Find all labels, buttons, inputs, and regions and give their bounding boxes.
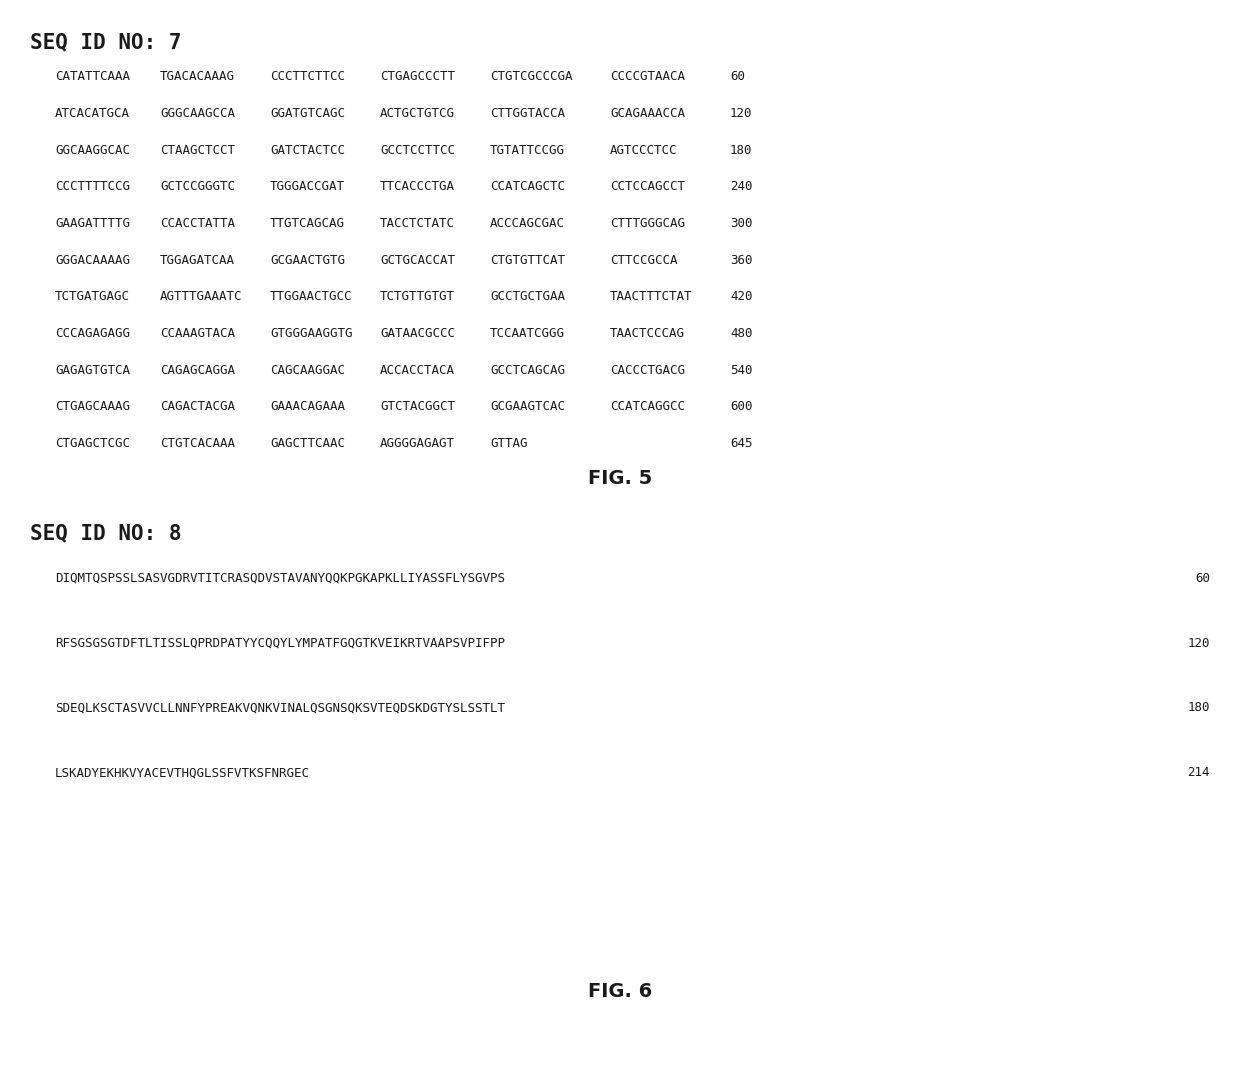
Text: CTGAGCCCTT: CTGAGCCCTT bbox=[379, 70, 455, 83]
Text: CATATTCAAA: CATATTCAAA bbox=[55, 70, 130, 83]
Text: TCTGTTGTGT: TCTGTTGTGT bbox=[379, 290, 455, 303]
Text: TAACTCCCAG: TAACTCCCAG bbox=[610, 327, 684, 340]
Text: GCGAACTGTG: GCGAACTGTG bbox=[270, 254, 345, 267]
Text: GATCTACTCC: GATCTACTCC bbox=[270, 144, 345, 156]
Text: 645: 645 bbox=[730, 437, 753, 450]
Text: TGTATTCCGG: TGTATTCCGG bbox=[490, 144, 565, 156]
Text: GAAACAGAAA: GAAACAGAAA bbox=[270, 400, 345, 413]
Text: FIG. 6: FIG. 6 bbox=[588, 982, 652, 1001]
Text: GTTAG: GTTAG bbox=[490, 437, 527, 450]
Text: ACTGCTGTCG: ACTGCTGTCG bbox=[379, 107, 455, 120]
Text: CTTGGTACCA: CTTGGTACCA bbox=[490, 107, 565, 120]
Text: TGGGACCGAT: TGGGACCGAT bbox=[270, 180, 345, 193]
Text: 240: 240 bbox=[730, 180, 753, 193]
Text: 180: 180 bbox=[730, 144, 753, 156]
Text: TTGTCAGCAG: TTGTCAGCAG bbox=[270, 217, 345, 230]
Text: GGATGTCAGC: GGATGTCAGC bbox=[270, 107, 345, 120]
Text: CACCCTGACG: CACCCTGACG bbox=[610, 364, 684, 377]
Text: 60: 60 bbox=[1195, 572, 1210, 585]
Text: SEQ ID NO: 8: SEQ ID NO: 8 bbox=[30, 523, 181, 544]
Text: ACCCAGCGAC: ACCCAGCGAC bbox=[490, 217, 565, 230]
Text: GCAGAAACCA: GCAGAAACCA bbox=[610, 107, 684, 120]
Text: CCCAGAGAGG: CCCAGAGAGG bbox=[55, 327, 130, 340]
Text: AGTCCCTCC: AGTCCCTCC bbox=[610, 144, 677, 156]
Text: CCATCAGGCC: CCATCAGGCC bbox=[610, 400, 684, 413]
Text: GCGAAGTCAC: GCGAAGTCAC bbox=[490, 400, 565, 413]
Text: GCTCCGGGTC: GCTCCGGGTC bbox=[160, 180, 236, 193]
Text: TGGAGATCAA: TGGAGATCAA bbox=[160, 254, 236, 267]
Text: GAAGATTTTG: GAAGATTTTG bbox=[55, 217, 130, 230]
Text: TCTGATGAGC: TCTGATGAGC bbox=[55, 290, 130, 303]
Text: TGACACAAAG: TGACACAAAG bbox=[160, 70, 236, 83]
Text: LSKADYEKHKVYACEVTHQGLSSFVTKSFNRGEC: LSKADYEKHKVYACEVTHQGLSSFVTKSFNRGEC bbox=[55, 766, 310, 779]
Text: CAGACTACGA: CAGACTACGA bbox=[160, 400, 236, 413]
Text: CCAAAGTACA: CCAAAGTACA bbox=[160, 327, 236, 340]
Text: CAGCAAGGAC: CAGCAAGGAC bbox=[270, 364, 345, 377]
Text: SDEQLKSCTASVVCLLNNFYPREAKVQNKVINALQSGNSQKSVTEQDSKDGTYSLSSTLT: SDEQLKSCTASVVCLLNNFYPREAKVQNKVINALQSGNSQ… bbox=[55, 701, 505, 714]
Text: GCCTCAGCAG: GCCTCAGCAG bbox=[490, 364, 565, 377]
Text: ATCACATGCA: ATCACATGCA bbox=[55, 107, 130, 120]
Text: CTTCCGCCA: CTTCCGCCA bbox=[610, 254, 677, 267]
Text: GCTGCACCAT: GCTGCACCAT bbox=[379, 254, 455, 267]
Text: SEQ ID NO: 7: SEQ ID NO: 7 bbox=[30, 32, 181, 53]
Text: CTGTCACAAA: CTGTCACAAA bbox=[160, 437, 236, 450]
Text: CCTCCAGCCT: CCTCCAGCCT bbox=[610, 180, 684, 193]
Text: CAGAGCAGGA: CAGAGCAGGA bbox=[160, 364, 236, 377]
Text: RFSGSGSGТDFTLTISSLQPRDPATYYCQQYLYMPATFGQGTKVEIKRTVAAPSVPIFPP: RFSGSGSGТDFTLTISSLQPRDPATYYCQQYLYMPATFGQ… bbox=[55, 637, 505, 650]
Text: GCCTCCTTCC: GCCTCCTTCC bbox=[379, 144, 455, 156]
Text: 300: 300 bbox=[730, 217, 753, 230]
Text: TACCTCTATC: TACCTCTATC bbox=[379, 217, 455, 230]
Text: CCACCTATTA: CCACCTATTA bbox=[160, 217, 236, 230]
Text: CTGAGCTCGC: CTGAGCTCGC bbox=[55, 437, 130, 450]
Text: GGGCAAGCCA: GGGCAAGCCA bbox=[160, 107, 236, 120]
Text: GTCTACGGCT: GTCTACGGCT bbox=[379, 400, 455, 413]
Text: GTGGGAAGGTG: GTGGGAAGGTG bbox=[270, 327, 352, 340]
Text: GAGAGTGTCA: GAGAGTGTCA bbox=[55, 364, 130, 377]
Text: CCATCAGCTC: CCATCAGCTC bbox=[490, 180, 565, 193]
Text: 540: 540 bbox=[730, 364, 753, 377]
Text: 600: 600 bbox=[730, 400, 753, 413]
Text: CTTTGGGCAG: CTTTGGGCAG bbox=[610, 217, 684, 230]
Text: DIQMTQSPSSLSASVGDRVTITCRASQDVSTAVANYQQKPGKAPKLLIYASSFLYSGVPS: DIQMTQSPSSLSASVGDRVTITCRASQDVSTAVANYQQKP… bbox=[55, 572, 505, 585]
Text: CTGAGCAAAG: CTGAGCAAAG bbox=[55, 400, 130, 413]
Text: 360: 360 bbox=[730, 254, 753, 267]
Text: TAACTTTCTAT: TAACTTTCTAT bbox=[610, 290, 692, 303]
Text: TCCAATCGGG: TCCAATCGGG bbox=[490, 327, 565, 340]
Text: CCCTTCTTCC: CCCTTCTTCC bbox=[270, 70, 345, 83]
Text: 180: 180 bbox=[1188, 701, 1210, 714]
Text: TTGGAACTGCC: TTGGAACTGCC bbox=[270, 290, 352, 303]
Text: GCCTGCTGAA: GCCTGCTGAA bbox=[490, 290, 565, 303]
Text: GAGCTTCAAC: GAGCTTCAAC bbox=[270, 437, 345, 450]
Text: 214: 214 bbox=[1188, 766, 1210, 779]
Text: CCCCGTAACA: CCCCGTAACA bbox=[610, 70, 684, 83]
Text: GGCAAGGCAC: GGCAAGGCAC bbox=[55, 144, 130, 156]
Text: ACCACCTACA: ACCACCTACA bbox=[379, 364, 455, 377]
Text: FIG. 5: FIG. 5 bbox=[588, 469, 652, 489]
Text: CCCTTTTCCG: CCCTTTTCCG bbox=[55, 180, 130, 193]
Text: AGGGGAGAGT: AGGGGAGAGT bbox=[379, 437, 455, 450]
Text: TTCACCCTGA: TTCACCCTGA bbox=[379, 180, 455, 193]
Text: CTAAGCTCCT: CTAAGCTCCT bbox=[160, 144, 236, 156]
Text: 480: 480 bbox=[730, 327, 753, 340]
Text: CTGTCGCCCGA: CTGTCGCCCGA bbox=[490, 70, 573, 83]
Text: CTGTGTTCAT: CTGTGTTCAT bbox=[490, 254, 565, 267]
Text: 120: 120 bbox=[1188, 637, 1210, 650]
Text: 60: 60 bbox=[730, 70, 745, 83]
Text: 420: 420 bbox=[730, 290, 753, 303]
Text: GATAACGCCC: GATAACGCCC bbox=[379, 327, 455, 340]
Text: AGTTTGAAATC: AGTTTGAAATC bbox=[160, 290, 243, 303]
Text: 120: 120 bbox=[730, 107, 753, 120]
Text: GGGACAAAAG: GGGACAAAAG bbox=[55, 254, 130, 267]
